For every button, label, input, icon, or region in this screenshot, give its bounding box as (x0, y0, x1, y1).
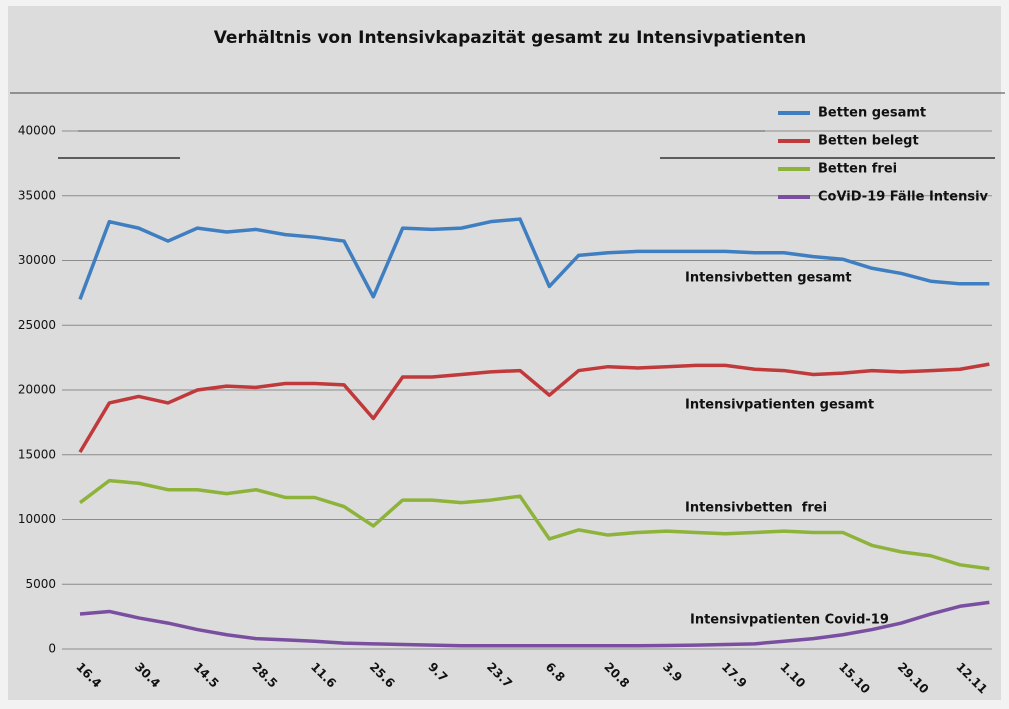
y-tick-label: 30000 (18, 253, 56, 267)
y-tick-label: 15000 (18, 447, 56, 461)
chart-title: Verhältnis von Intensivkapazität gesamt … (214, 28, 807, 48)
y-tick-label: 25000 (18, 318, 56, 332)
legend-label: Betten frei (818, 162, 897, 177)
legend-label: Betten gesamt (818, 106, 926, 121)
y-tick-label: 35000 (18, 188, 56, 202)
y-tick-label: 20000 (18, 383, 56, 397)
series-line (78, 217, 990, 300)
legend-label: CoViD-19 Fälle Intensiv (818, 190, 989, 205)
y-tick-label: 5000 (25, 577, 56, 591)
y-tick-label: 10000 (18, 512, 56, 526)
annotation: Intensivpatienten gesamt (685, 398, 874, 413)
series-line (79, 600, 990, 648)
series-line (78, 362, 990, 454)
legend-label: Betten belegt (818, 134, 919, 149)
y-tick-label: 0 (48, 642, 56, 656)
annotation: Intensivbetten frei (685, 501, 827, 516)
y-tick-label: 40000 (18, 124, 56, 138)
annotation: Intensivbetten gesamt (685, 271, 852, 286)
annotation: Intensivpatienten Covid-19 (690, 613, 889, 628)
series-line (78, 478, 990, 571)
